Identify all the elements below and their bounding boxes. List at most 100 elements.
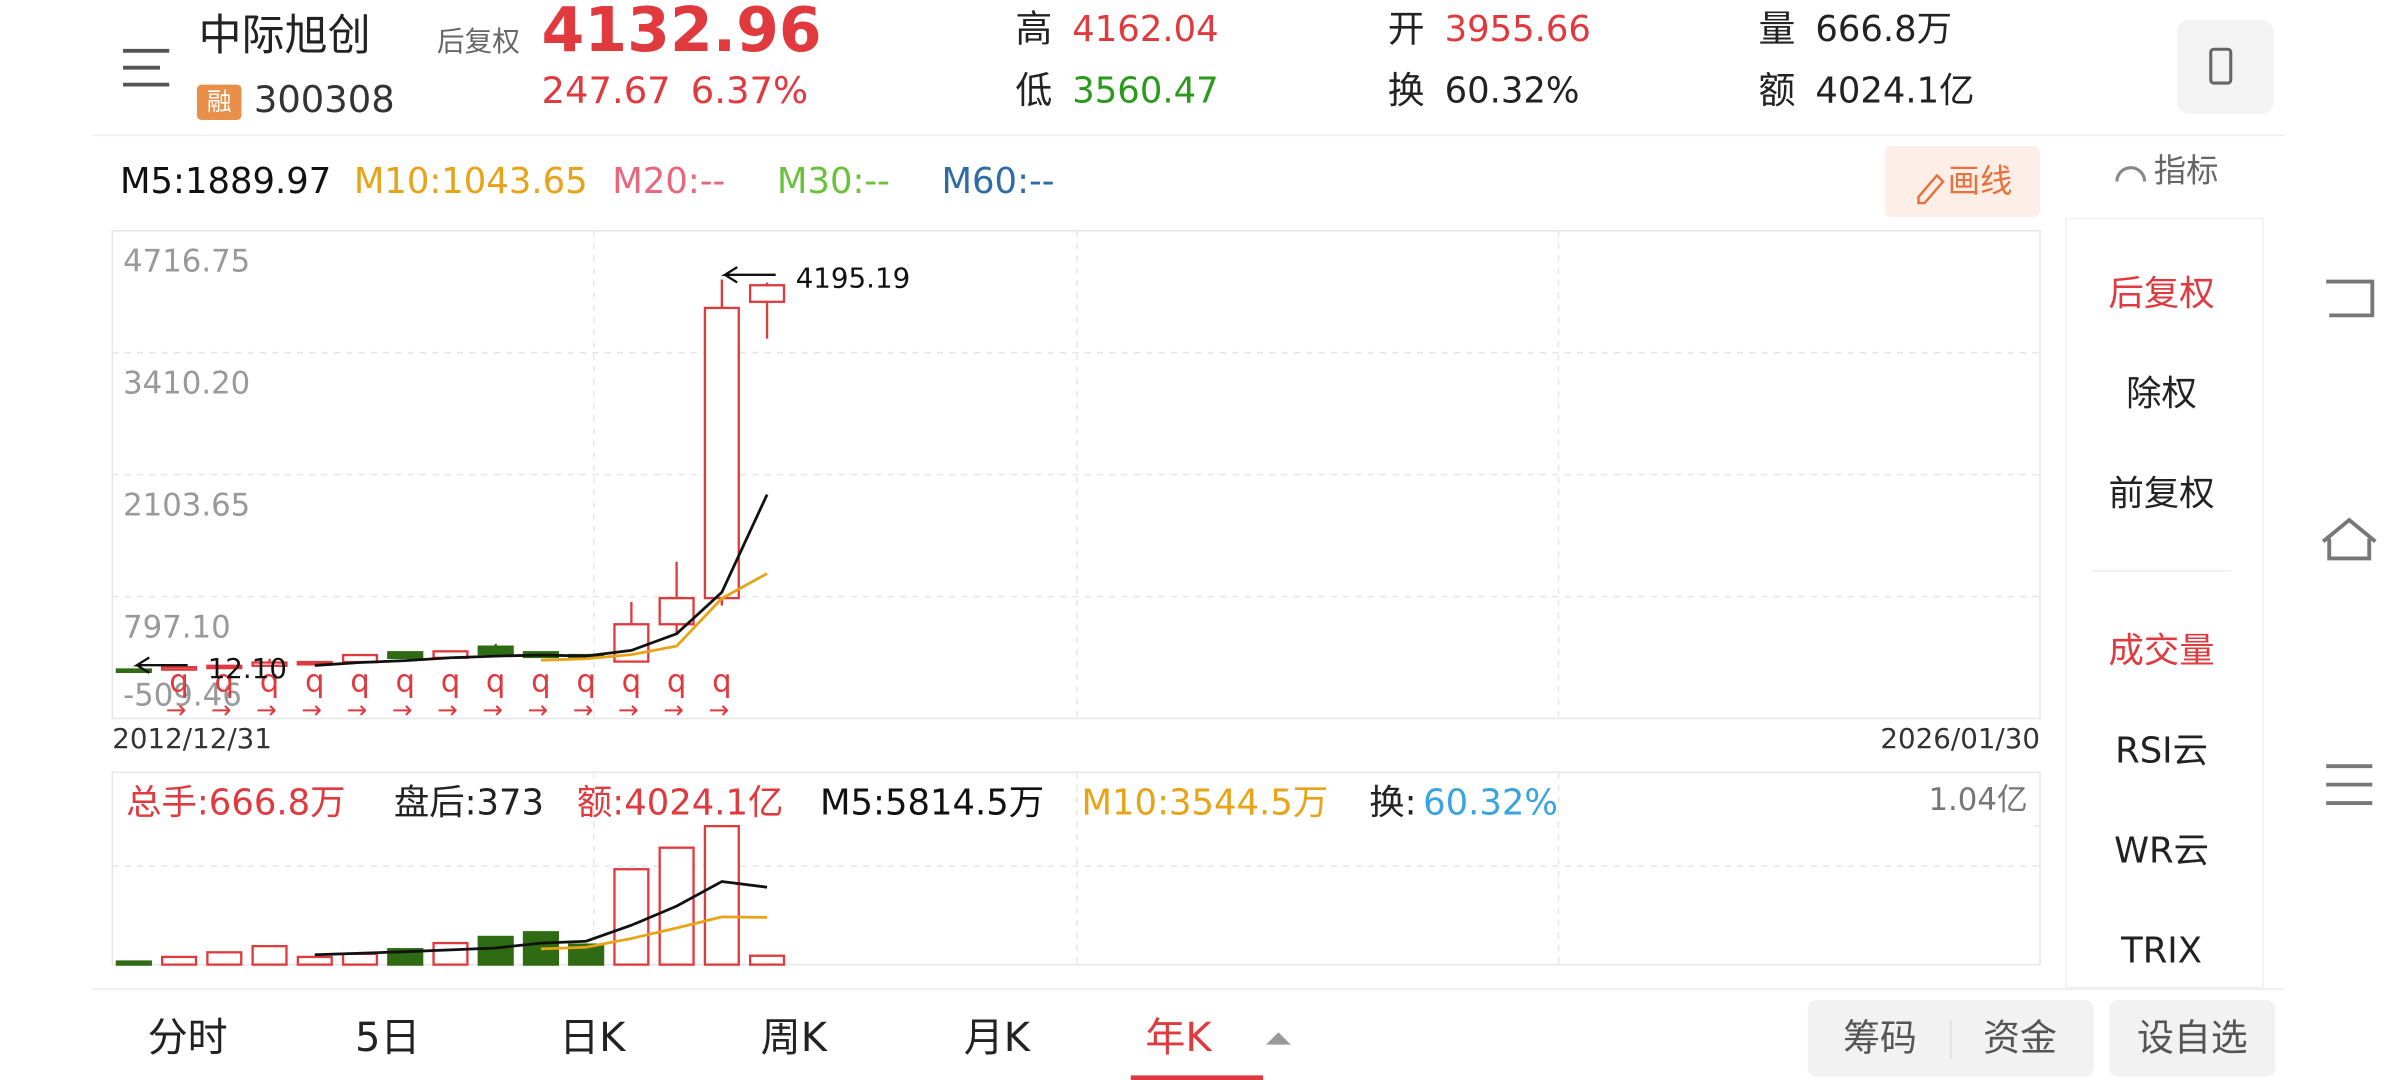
stat-label: 开: [1388, 7, 1425, 50]
stat-value: 4162.04: [1072, 9, 1218, 50]
change: 247.67: [542, 69, 671, 112]
button-bg: [2109, 1000, 2276, 1077]
stat-label: 高: [1015, 7, 1052, 50]
tab[interactable]: 月K: [964, 1015, 1032, 1061]
event-marker: q: [622, 664, 642, 700]
stat-label: 换: [1388, 69, 1425, 112]
stats: 高 4162.04 低 3560.47 开 3955.66 换 60.32% 量 666.8万额 4…: [1015, 7, 1974, 112]
volume-legend: 总手:666.8万 盘后:373 额:4024.1亿 M5:5814.5万 M10:35…: [126, 783, 1558, 824]
ma-legend-item: M20:--: [612, 161, 725, 202]
stat-label: 额: [1758, 69, 1795, 112]
watchlist-button[interactable]: 设自选: [2137, 1016, 2248, 1059]
badge: 融: [207, 87, 232, 116]
event-marker: q: [667, 664, 687, 700]
candle-body: [387, 651, 424, 660]
volume-bar: [341, 952, 379, 966]
volume-legend-item: M10:3544.5万: [1082, 783, 1329, 824]
event-arrow: →: [663, 695, 684, 724]
candle-body: [703, 306, 740, 600]
volume-legend-item: 额:4024.1亿: [577, 783, 783, 824]
tab-underline: [1130, 1075, 1264, 1080]
fund-button[interactable]: 资金: [1983, 1016, 2057, 1059]
event-marker: q: [305, 664, 325, 700]
ma-line: [314, 493, 769, 667]
home-icon[interactable]: [2321, 517, 2377, 561]
nav-icons: [2321, 279, 2377, 805]
menu-nav-icon[interactable]: [2326, 764, 2373, 805]
device-button[interactable]: [2176, 20, 2274, 114]
volume-bar: [703, 825, 740, 966]
side-menu-item[interactable]: WR云: [2114, 830, 2209, 871]
annotation-arrow: [720, 266, 776, 284]
volume-bar: [432, 941, 469, 966]
gauge-icon: [2115, 166, 2147, 182]
ma-legend: M5:1889.97 M10:1043.65 M20:-- M30:-- M60:--: [120, 161, 1055, 202]
event-marker: q: [395, 664, 415, 700]
stat-value: 60.32%: [1445, 70, 1580, 111]
back-icon[interactable]: [2326, 279, 2375, 318]
price: 4132.96: [542, 0, 822, 66]
tab[interactable]: 年K: [1145, 1015, 1213, 1061]
volume-bar: [749, 954, 786, 966]
event-arrow: →: [211, 695, 232, 724]
candle-body: [749, 284, 786, 303]
volume-bar: [568, 943, 605, 966]
annotation: 4195.19: [796, 261, 911, 294]
vertical-grid: [112, 230, 2040, 965]
candle-body: [161, 666, 198, 671]
adjust-label: 后复权: [437, 25, 520, 58]
event-marker: q: [531, 664, 551, 700]
event-arrow: →: [528, 695, 549, 724]
side-menu-item[interactable]: 除权: [2126, 373, 2197, 414]
volume-legend-item: 60.32%: [1423, 783, 1558, 824]
ma-legend-item: M30:--: [777, 161, 890, 202]
side-menu-item[interactable]: TRIX: [2120, 930, 2202, 971]
side-panel: [2065, 217, 2264, 989]
draw-button-bg[interactable]: [1884, 146, 2040, 217]
indicator-button[interactable]: 指标: [2154, 151, 2219, 189]
stock-name: 中际旭创: [198, 11, 370, 61]
event-marker: q: [169, 664, 189, 700]
event-arrow: →: [618, 695, 639, 724]
event-arrow: →: [256, 695, 277, 724]
annotation: 12.10: [208, 652, 287, 685]
event-arrow: →: [437, 695, 458, 724]
tab[interactable]: 5日: [355, 1015, 420, 1061]
candle-body: [658, 596, 695, 626]
volume-legend-item: 盘后:373: [394, 783, 544, 824]
x-tick-label: 2026/01/30: [1880, 722, 2040, 755]
volume-bar: [251, 944, 288, 966]
ma-line: [540, 915, 768, 951]
tab-arrow[interactable]: [1266, 1032, 1291, 1045]
stat-label: 量: [1758, 7, 1795, 50]
side-menu-item[interactable]: 成交量: [2108, 630, 2214, 671]
event-arrow: →: [482, 695, 503, 724]
tab[interactable]: 日K: [559, 1015, 627, 1061]
x-tick-label: 2012/12/31: [112, 722, 272, 755]
event-marker: q: [441, 664, 461, 700]
event-arrow: →: [392, 695, 413, 724]
event-arrow: →: [573, 695, 594, 724]
charts: -509.46 797.10 2103.65 3410.20 4716.75 2012/1…: [112, 230, 2040, 966]
stat-value: 666.8万: [1815, 9, 1952, 50]
side-menu-item[interactable]: 后复权: [2108, 273, 2214, 314]
tab[interactable]: 周K: [761, 1015, 829, 1061]
tab[interactable]: 分时: [148, 1015, 228, 1061]
stock-code: 300308: [254, 78, 395, 121]
candle-body: [477, 645, 514, 656]
y-tick-label: 1.04亿: [1928, 782, 2027, 818]
side-menu-item[interactable]: 前复权: [2108, 473, 2214, 514]
y-tick-label: 2103.65: [123, 487, 250, 523]
draw-button[interactable]: 画线: [1948, 162, 2013, 200]
event-marker: q: [576, 664, 596, 700]
volume-bar: [206, 951, 243, 966]
side-menu-item[interactable]: RSI云: [2115, 730, 2208, 771]
menu-icon[interactable]: [123, 48, 170, 87]
event-arrow: →: [166, 695, 187, 724]
chip-button[interactable]: 筹码: [1843, 1016, 1917, 1059]
event-marker: q: [712, 664, 732, 700]
stat-label: 低: [1015, 69, 1052, 112]
